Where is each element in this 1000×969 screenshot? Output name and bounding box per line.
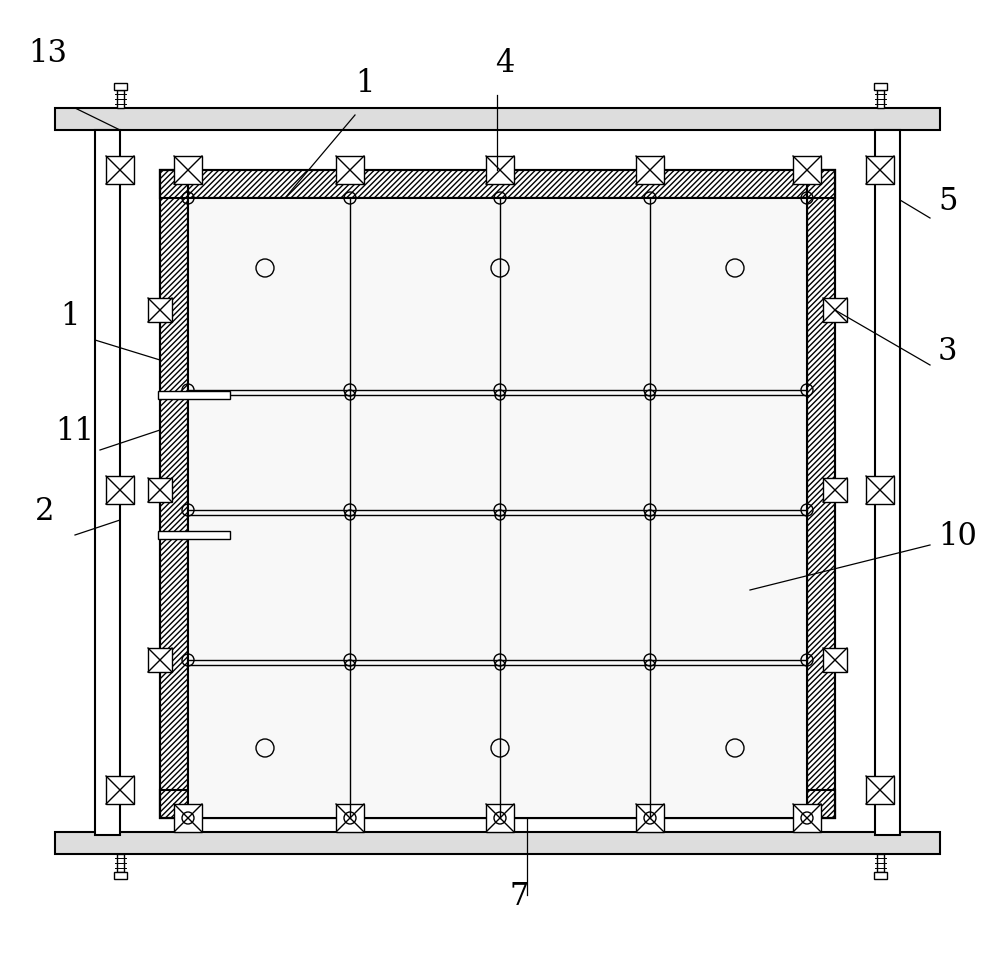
Bar: [807, 170, 835, 818]
Bar: [823, 648, 847, 672]
Bar: [823, 298, 847, 322]
Bar: [160, 170, 835, 198]
Bar: [160, 790, 835, 818]
Text: 13: 13: [28, 38, 67, 69]
Bar: [866, 776, 894, 804]
Text: 2: 2: [35, 496, 54, 527]
Bar: [160, 170, 835, 198]
Bar: [160, 790, 835, 818]
Bar: [116, 854, 124, 872]
Bar: [158, 531, 230, 539]
Bar: [148, 298, 172, 322]
Bar: [876, 854, 884, 872]
Bar: [160, 170, 188, 818]
Text: 10: 10: [938, 521, 977, 552]
Bar: [160, 170, 188, 818]
Bar: [874, 83, 887, 90]
Bar: [793, 804, 821, 832]
Bar: [106, 776, 134, 804]
Bar: [807, 170, 835, 818]
Bar: [793, 156, 821, 184]
Text: 3: 3: [938, 336, 958, 367]
Bar: [55, 832, 940, 854]
Bar: [160, 170, 835, 198]
Bar: [160, 170, 188, 818]
Text: 5: 5: [938, 186, 958, 217]
Text: 7: 7: [510, 881, 529, 912]
Text: 11: 11: [55, 416, 94, 447]
Bar: [160, 790, 835, 818]
Bar: [823, 478, 847, 502]
Bar: [114, 872, 126, 879]
Bar: [188, 198, 807, 818]
Bar: [636, 804, 664, 832]
Bar: [876, 90, 884, 108]
Bar: [106, 156, 134, 184]
Bar: [486, 156, 514, 184]
Bar: [866, 156, 894, 184]
Bar: [807, 170, 835, 818]
Bar: [148, 648, 172, 672]
Text: 1: 1: [355, 68, 374, 99]
Bar: [336, 804, 364, 832]
Bar: [158, 391, 230, 399]
Bar: [874, 872, 887, 879]
Bar: [336, 156, 364, 184]
Bar: [106, 476, 134, 504]
Bar: [174, 804, 202, 832]
Bar: [636, 156, 664, 184]
Bar: [866, 476, 894, 504]
Bar: [875, 130, 900, 835]
Bar: [148, 478, 172, 502]
Bar: [55, 108, 940, 130]
Text: 1: 1: [60, 301, 80, 332]
Bar: [114, 83, 126, 90]
Bar: [174, 156, 202, 184]
Bar: [486, 804, 514, 832]
Bar: [95, 130, 120, 835]
Bar: [116, 90, 124, 108]
Text: 4: 4: [495, 48, 514, 79]
